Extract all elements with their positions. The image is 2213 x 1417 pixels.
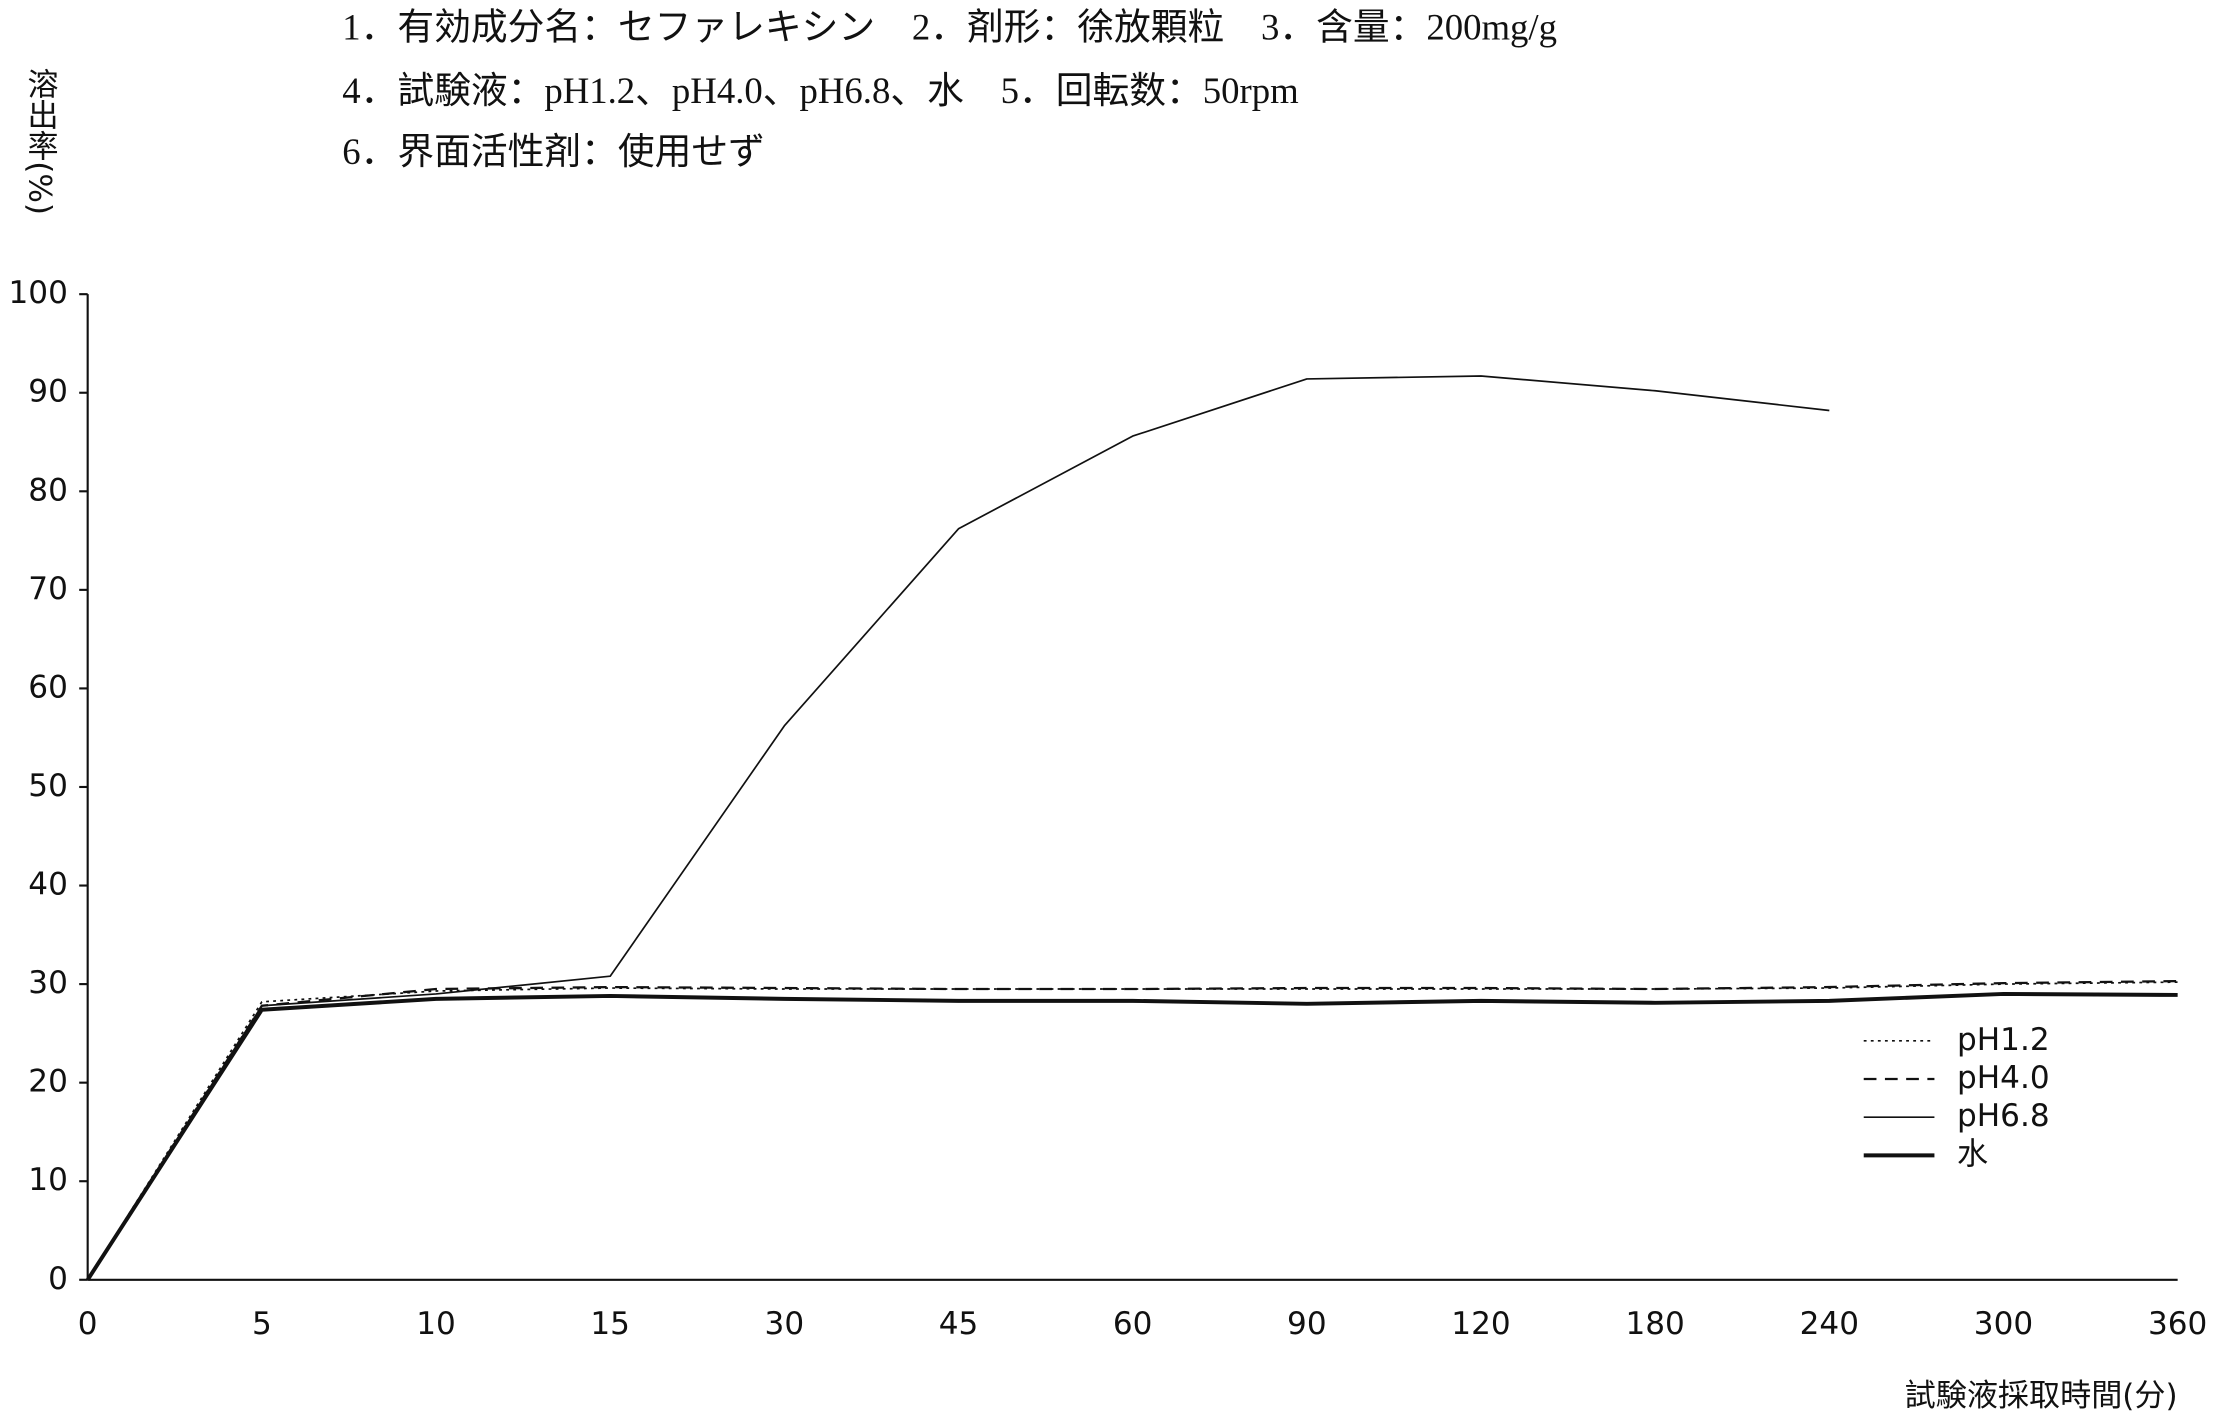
legend-label: pH1.2 <box>1957 1022 2050 1058</box>
x-tick-label: 90 <box>1287 1306 1327 1342</box>
y-tick-label: 70 <box>28 571 68 607</box>
legend-label: 水 <box>1957 1136 1988 1172</box>
series-line <box>86 980 2178 1281</box>
x-axis-label: 試験液採取時間(分) <box>1905 1378 2178 1414</box>
series-line <box>86 991 2178 1281</box>
series-line <box>86 375 1830 1281</box>
x-tick-label: 5 <box>252 1306 272 1342</box>
x-tick-label: 300 <box>1974 1306 2033 1342</box>
note: 1．有効成分名：セファレキシン 2．剤形：徐放顆粒 3．含量：200mg/g <box>342 7 1557 48</box>
y-tick-label: 30 <box>28 965 68 1001</box>
x-tick-label: 10 <box>416 1306 456 1342</box>
legend-label: pH6.8 <box>1957 1098 2050 1134</box>
x-tick-label: 45 <box>939 1306 979 1342</box>
x-tick-label: 360 <box>2148 1306 2207 1342</box>
y-tick-label: 40 <box>28 867 68 903</box>
x-tick-label: 180 <box>1625 1306 1684 1342</box>
series-line <box>86 981 2178 1281</box>
legend-label: pH4.0 <box>1957 1060 2050 1096</box>
x-tick-label: 120 <box>1451 1306 1510 1342</box>
y-tick-label: 60 <box>28 669 68 705</box>
x-tick-label: 0 <box>78 1306 98 1342</box>
x-tick-label: 60 <box>1113 1306 1153 1342</box>
x-tick-label: 240 <box>1800 1306 1859 1342</box>
y-tick-label: 90 <box>28 374 68 410</box>
x-tick-label: 15 <box>590 1306 630 1342</box>
y-axis-label: 溶出率(%) <box>22 68 58 215</box>
y-tick-label: 100 <box>9 275 68 311</box>
y-tick-label: 80 <box>28 472 68 508</box>
note: 4．試験液：pH1.2、pH4.0、pH6.8、水 5．回転数：50rpm <box>342 70 1299 111</box>
y-tick-label: 20 <box>28 1064 68 1100</box>
y-tick-label: 0 <box>48 1261 68 1297</box>
x-tick-label: 30 <box>765 1306 805 1342</box>
y-tick-label: 50 <box>28 768 68 804</box>
note: 6．界面活性剤：使用せず <box>342 131 765 172</box>
y-tick-label: 10 <box>28 1162 68 1198</box>
